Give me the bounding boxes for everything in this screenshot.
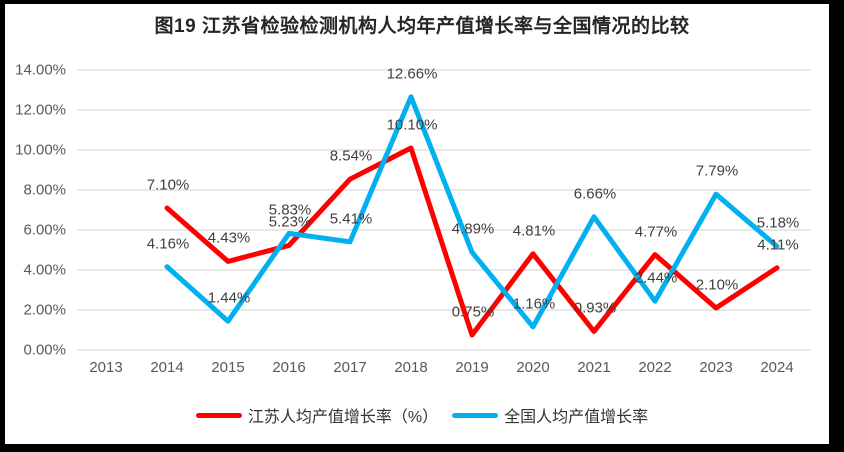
x-tick-label: 2014 — [150, 359, 184, 376]
y-tick-label: 4.00% — [23, 261, 66, 279]
data-label-1-2019: 4.89% — [451, 220, 495, 238]
x-tick-label: 2018 — [394, 359, 428, 376]
data-label-1-2020: 1.16% — [512, 295, 556, 313]
y-tick-label: 14.00% — [15, 61, 66, 79]
x-tick-label: 2020 — [516, 359, 550, 376]
national-line-swatch — [452, 412, 499, 418]
x-tick-label: 2021 — [577, 359, 611, 376]
data-label-0-2018: 10.10% — [386, 116, 438, 134]
data-label-0-2014: 7.10% — [146, 176, 190, 194]
series-lines — [164, 94, 780, 338]
legend-label-national: 全国人均产值增长率 — [504, 409, 649, 426]
data-label-0-2019: 0.75% — [451, 303, 495, 321]
data-label-0-2017: 8.54% — [329, 147, 373, 165]
data-label-0-2020: 4.81% — [512, 222, 556, 240]
legend-item-jiangsu: 江苏人均产值增长率（%） — [195, 403, 439, 427]
data-label-0-2015: 4.43% — [207, 229, 251, 247]
jiangsu-line-swatch — [195, 412, 242, 418]
x-tick-label: 2017 — [333, 359, 367, 376]
y-tick-label: 10.00% — [15, 141, 66, 159]
legend-item-national: 全国人均产值增长率 — [452, 403, 648, 427]
data-label-1-2024: 5.18% — [756, 214, 800, 232]
x-tick-label: 2015 — [211, 359, 245, 376]
data-label-1-2015: 1.44% — [207, 289, 251, 307]
x-tick-label: 2013 — [89, 359, 123, 376]
data-label-0-2024: 4.11% — [757, 236, 799, 254]
data-label-1-2021: 6.66% — [573, 185, 617, 203]
x-tick-label: 2019 — [455, 359, 489, 376]
legend-label-jiangsu: 江苏人均产值增长率（%） — [247, 409, 439, 426]
series-line-1 — [164, 94, 780, 330]
gridlines — [77, 69, 811, 351]
x-tick-label: 2023 — [699, 359, 733, 376]
chart-background — [5, 4, 829, 444]
data-label-0-2023: 2.10% — [695, 276, 739, 294]
y-tick-label: 2.00% — [23, 301, 66, 319]
y-tick-label: 12.00% — [15, 101, 66, 119]
y-tick-label: 6.00% — [23, 221, 66, 239]
data-label-1-2014: 4.16% — [146, 235, 190, 253]
data-label-1-2018: 12.66% — [386, 65, 438, 83]
data-label-1-2017: 5.41% — [329, 210, 373, 228]
chart-legend: 江苏人均产值增长率（%） 全国人均产值增长率 — [0, 403, 844, 427]
series-line-0 — [164, 145, 780, 338]
data-label-0-2022: 4.77% — [634, 223, 678, 241]
x-tick-label: 2016 — [272, 359, 306, 376]
chart-title: 图19 江苏省检验检测机构人均年产值增长率与全国情况的比较 — [154, 16, 690, 37]
data-label-1-2016: 5.83% — [268, 201, 312, 219]
x-tick-label: 2024 — [760, 359, 794, 376]
y-tick-label: 0.00% — [23, 341, 66, 359]
x-tick-label: 2022 — [638, 359, 672, 376]
data-label-1-2023: 7.79% — [695, 162, 739, 180]
data-label-1-2022: 2.44% — [634, 269, 678, 287]
data-label-0-2021: 0.93% — [573, 299, 617, 317]
data-label-0-2016: 5.23% — [268, 213, 312, 231]
y-tick-label: 8.00% — [23, 181, 66, 199]
